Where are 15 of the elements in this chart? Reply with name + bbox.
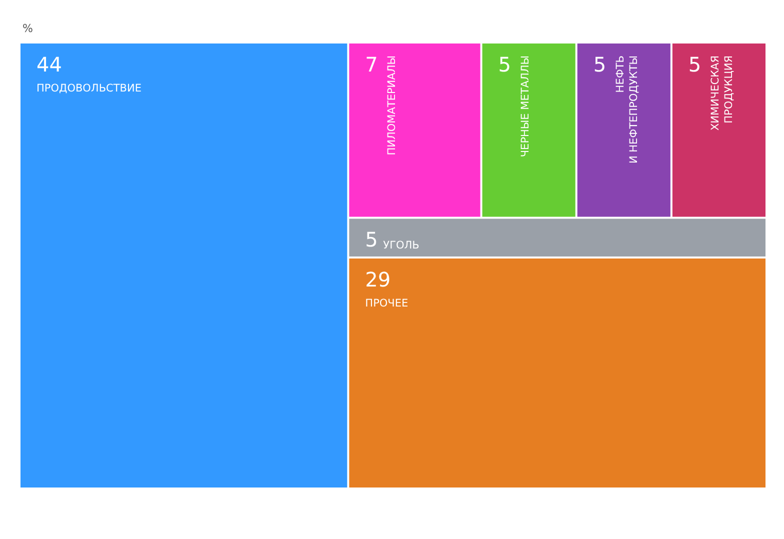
category-label: ПИЛОМАТЕРИАЛЫ [386,55,398,156]
category-label: ПРОЧЕЕ [365,298,408,310]
text: % [22,22,33,35]
data-label: 5 [688,52,702,76]
data-label: 29 [365,268,391,292]
data-label: 5 [365,228,378,252]
data-label: 5 [593,52,606,76]
category-label: УГОЛЬ [383,240,420,252]
data-label: 44 [36,52,62,76]
category-label: ХИМИЧЕСКАЯ ПРОДУКЦИЯ [709,55,736,131]
category-label: ПРОДОВОЛЬСТВИЕ [36,82,142,94]
data-label: 7 [365,52,378,76]
category-label: НЕФТЬ И НЕФТЕПРОДУКТЫ [614,55,640,164]
data-label: 5 [498,52,512,76]
category-label: ЧЕРНЫЕ МЕТАЛЛЫ [519,55,532,158]
